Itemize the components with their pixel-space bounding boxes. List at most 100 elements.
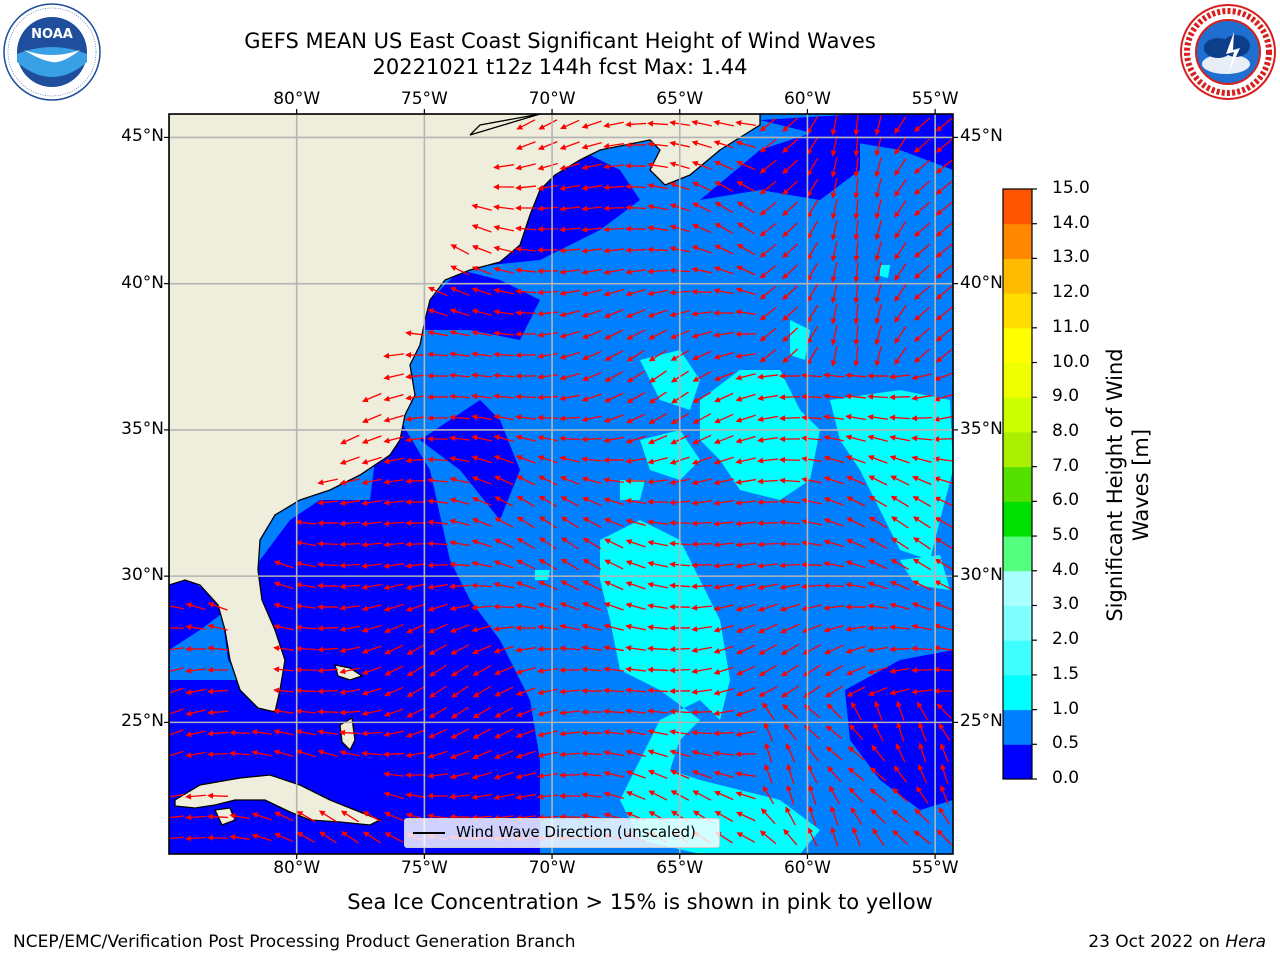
- wave-arrow-head: [735, 605, 743, 612]
- wave-arrow-head: [870, 808, 877, 815]
- wave-arrow-shaft: [672, 204, 690, 212]
- wave-arrow-head: [317, 667, 324, 674]
- wave-arrow-head: [670, 355, 678, 361]
- wave-arrow-head: [317, 604, 324, 611]
- wave-arrow-head: [427, 752, 435, 759]
- wave-arrow-head: [806, 190, 813, 198]
- wave-arrow-head: [625, 247, 632, 254]
- wave-arrow-head: [471, 393, 478, 400]
- wave-arrow-head: [449, 518, 456, 525]
- lat-label: 45°N: [121, 126, 164, 147]
- wave-arrow-head: [868, 475, 875, 482]
- wave-arrow-head: [361, 458, 369, 465]
- wave-arrow-head: [669, 708, 676, 715]
- wave-arrow-head: [603, 269, 610, 276]
- wave-arrow-head: [603, 517, 611, 524]
- wave-arrow-head: [450, 265, 457, 272]
- wave-arrow-head: [808, 784, 814, 792]
- wave-arrow-head: [786, 784, 792, 792]
- wave-arrow-head: [782, 125, 789, 133]
- wave-arrow-head: [780, 670, 788, 677]
- lat-label: 30°N: [960, 565, 1003, 586]
- wave-arrow-head: [515, 184, 522, 191]
- wave-arrow-head: [713, 750, 720, 757]
- wave-arrow-head: [471, 287, 479, 293]
- wave-arrow-head: [669, 519, 676, 526]
- wave-arrow-head: [691, 499, 698, 506]
- wave-arrow-shaft: [495, 815, 515, 819]
- wave-arrow-head: [405, 415, 412, 422]
- wave-arrow-head: [735, 458, 742, 465]
- wave-arrow-head: [914, 808, 921, 815]
- wave-arrow-shaft: [628, 625, 646, 631]
- wave-arrow-shaft: [895, 158, 907, 174]
- wave-arrow-head: [603, 812, 611, 819]
- wave-arrow-shaft: [364, 604, 382, 610]
- wave-arrow-head: [428, 286, 435, 293]
- wave-arrow-head: [647, 666, 654, 673]
- wave-arrow-head: [669, 333, 677, 340]
- wave-arrow-head: [581, 623, 588, 630]
- wave-arrow-shaft: [584, 289, 602, 295]
- wave-arrow-head: [912, 516, 920, 523]
- wave-arrow-shaft: [891, 626, 911, 630]
- wave-arrow-head: [515, 794, 522, 800]
- wave-arrow-shaft: [895, 305, 907, 321]
- wave-arrow-head: [427, 394, 434, 401]
- wave-arrow-shaft: [276, 812, 294, 822]
- wave-arrow-head: [340, 438, 347, 445]
- wave-arrow-head: [825, 725, 833, 732]
- colorbar-segment: [1003, 501, 1032, 537]
- wave-arrow-shaft: [649, 689, 669, 693]
- wave-arrow-head: [692, 790, 700, 796]
- wave-arrow-head: [850, 806, 857, 814]
- wave-arrow-head: [648, 355, 656, 362]
- wave-arrow-head: [759, 272, 767, 279]
- wave-arrow-head: [537, 731, 544, 738]
- wave-arrow-head: [757, 416, 764, 422]
- wave-arrow-head: [537, 689, 544, 696]
- wave-arrow-head: [735, 309, 742, 316]
- wave-arrow-head: [603, 457, 610, 464]
- wave-arrow-head: [625, 518, 632, 525]
- wave-arrow-head: [625, 162, 632, 169]
- wave-arrow-head: [782, 209, 789, 217]
- wave-arrow-head: [780, 627, 787, 634]
- wave-arrow-head: [361, 479, 368, 486]
- wave-arrow-shaft: [785, 725, 797, 741]
- wave-arrow-head: [691, 223, 699, 230]
- wave-arrow-head: [559, 144, 567, 150]
- wave-arrow-head: [561, 537, 568, 544]
- wave-arrow-shaft: [832, 157, 838, 175]
- wave-arrow-head: [890, 537, 898, 544]
- wave-arrow-shaft: [563, 559, 579, 571]
- wave-arrow-head: [935, 146, 943, 153]
- wave-arrow-shaft: [430, 750, 448, 758]
- wave-arrow-head: [936, 829, 944, 836]
- wave-arrow-head: [691, 288, 698, 295]
- legend: Wind Wave Direction (unscaled): [404, 818, 720, 848]
- wave-arrow-head: [449, 773, 456, 780]
- wave-arrow-head: [757, 436, 764, 443]
- wave-arrow-head: [559, 751, 566, 758]
- wave-arrow-shaft: [496, 750, 514, 758]
- wave-arrow-head: [361, 626, 369, 633]
- wave-arrow-head: [339, 499, 346, 506]
- wave-arrow-shaft: [321, 832, 337, 844]
- wave-arrow-shaft: [364, 392, 382, 402]
- wave-arrow-shaft: [627, 228, 647, 230]
- wave-arrow-head: [537, 289, 544, 296]
- wave-arrow-head: [647, 312, 655, 318]
- wave-arrow-head: [823, 560, 830, 567]
- wave-arrow-head: [757, 520, 764, 527]
- wave-arrow-head: [824, 648, 831, 655]
- wave-arrow-head: [867, 455, 875, 461]
- wave-arrow-head: [537, 793, 544, 800]
- sea-ice-note: Sea Ice Concentration > 15% is shown in …: [347, 890, 933, 914]
- wave-arrow-head: [933, 688, 940, 695]
- wave-arrow-shaft: [650, 329, 668, 339]
- wave-arrow-shaft: [855, 324, 859, 344]
- wave-arrow-shaft: [606, 560, 624, 570]
- wave-arrow-shaft: [539, 311, 559, 315]
- wave-arrow-shaft: [584, 559, 602, 571]
